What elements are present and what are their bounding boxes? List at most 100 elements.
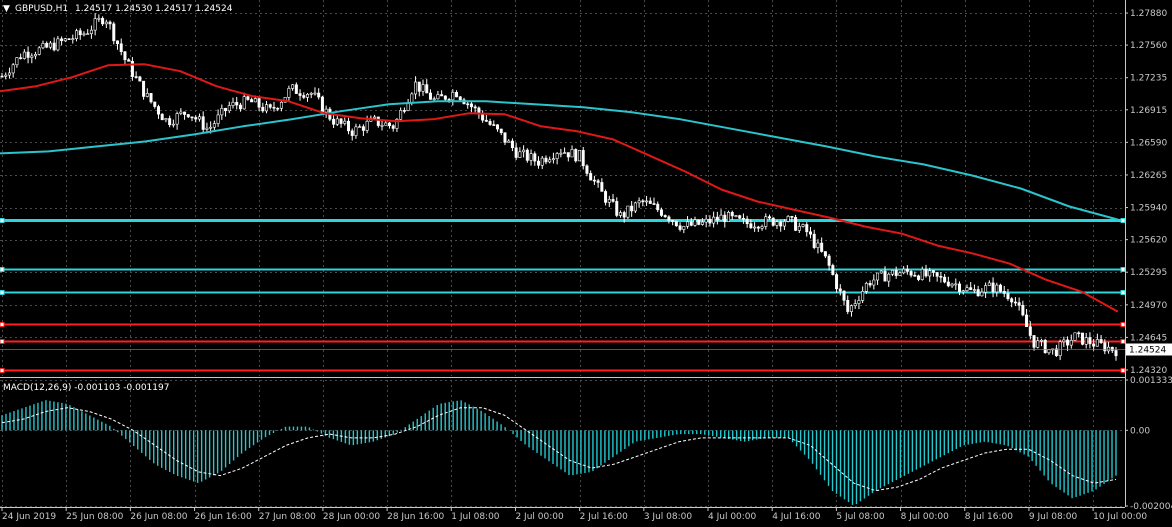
candle-body: [585, 165, 589, 174]
candle-body: [820, 242, 824, 252]
candle-body: [183, 111, 187, 115]
candle-body: [995, 284, 999, 293]
current-price-label: 1.24524: [1129, 346, 1166, 356]
time-tick-label: 10 Jul 00:00: [1093, 512, 1147, 522]
level-handle[interactable]: [0, 290, 5, 295]
candle-body: [343, 120, 347, 124]
level-handle[interactable]: [0, 322, 5, 327]
candle-body: [168, 118, 172, 126]
candle-body: [890, 270, 894, 275]
candle-body: [872, 279, 876, 286]
level-handle[interactable]: [1120, 267, 1126, 272]
candle-body: [224, 108, 228, 112]
candle-body: [946, 281, 950, 287]
candle-body: [1043, 339, 1047, 354]
time-tick-label: 2 Jul 00:00: [515, 512, 564, 522]
level-handle[interactable]: [0, 339, 5, 344]
candle-body: [443, 95, 447, 100]
level-handle[interactable]: [1120, 322, 1126, 327]
time-tick-label: 28 Jun 16:00: [387, 512, 444, 522]
candle-body: [93, 18, 97, 31]
candle-body: [518, 151, 522, 158]
candle-body: [361, 126, 365, 131]
candle-body: [1107, 346, 1111, 352]
candle-body: [212, 123, 216, 128]
symbol-dropdown-icon[interactable]: ▼: [3, 4, 10, 14]
price-tick-label: 1.25620: [1130, 236, 1167, 246]
candle-body: [250, 99, 254, 103]
candle-body: [626, 205, 630, 218]
candle-body: [898, 272, 902, 276]
candle-body: [194, 117, 198, 120]
candle-body: [332, 118, 336, 125]
level-handle[interactable]: [0, 218, 5, 223]
candle-body: [779, 221, 783, 227]
level-handle[interactable]: [0, 267, 5, 272]
candle-body: [697, 219, 701, 225]
candle-body: [756, 226, 760, 229]
candle-body: [876, 272, 880, 281]
candle-body: [291, 84, 295, 89]
candle-body: [63, 38, 67, 42]
candle-body: [365, 120, 369, 131]
candle-body: [972, 289, 976, 291]
candle-body: [22, 51, 26, 59]
candle-body: [566, 152, 570, 158]
candle-body: [838, 288, 842, 292]
candle-body: [1010, 298, 1014, 303]
level-handle[interactable]: [0, 368, 5, 373]
horizontal-levels[interactable]: [0, 218, 1126, 373]
candle-body: [156, 106, 160, 115]
candle-body: [399, 110, 403, 120]
candle-body: [306, 94, 310, 98]
candle-body: [510, 140, 514, 149]
time-tick-label: 27 Jun 08:00: [259, 512, 316, 522]
candle-body: [723, 214, 727, 222]
candle-body: [663, 215, 667, 218]
level-handle[interactable]: [1120, 339, 1126, 344]
candle-body: [335, 118, 339, 125]
price-axis[interactable]: 1.27880 1.27560 1.27235 1.26915 1.26590 1.262…: [1125, 9, 1167, 376]
candle-body: [563, 152, 567, 154]
candle-body: [138, 76, 142, 82]
time-axis[interactable]: 24 Jun 2019 25 Jun 08:00 26 Jun 08:00 26 Ju…: [1, 507, 1147, 522]
level-handle[interactable]: [1120, 368, 1126, 373]
candle-body: [1080, 332, 1084, 345]
candle-body: [808, 231, 812, 235]
level-handle[interactable]: [1120, 290, 1126, 295]
price-tick-label: 1.27235: [1130, 74, 1167, 84]
candle-body: [1058, 341, 1062, 357]
candle-body: [108, 21, 112, 25]
candle-body: [1036, 340, 1040, 348]
candle-body: [630, 205, 634, 212]
candle-body: [481, 113, 485, 121]
time-tick-label: 1 Jul 08:00: [451, 512, 500, 522]
candle-body: [939, 276, 943, 278]
candle-body: [1073, 332, 1077, 341]
candle-body: [149, 93, 153, 103]
candle-body: [417, 81, 421, 92]
price-tick-label: 1.27560: [1130, 41, 1167, 51]
price-tick-label: 1.26590: [1130, 138, 1167, 148]
candle-body: [648, 200, 652, 204]
candle-body: [313, 92, 317, 95]
candle-body: [1110, 346, 1114, 351]
price-tick-label: 1.26915: [1130, 106, 1167, 116]
candle-body: [130, 61, 134, 77]
candle-body: [265, 104, 269, 112]
candle-body: [276, 107, 280, 110]
candle-body: [741, 217, 745, 220]
candle-body: [432, 98, 436, 101]
candle-body: [1021, 304, 1025, 316]
candle-body: [160, 113, 164, 121]
candle-body: [1099, 339, 1103, 343]
candle-body: [678, 225, 682, 230]
candle-body: [30, 55, 34, 58]
candle-body: [540, 157, 544, 166]
candle-body: [577, 150, 581, 162]
symbol-label: GBPUSD,H1: [15, 4, 68, 14]
level-handle[interactable]: [1120, 218, 1126, 223]
candle-body: [954, 283, 958, 286]
